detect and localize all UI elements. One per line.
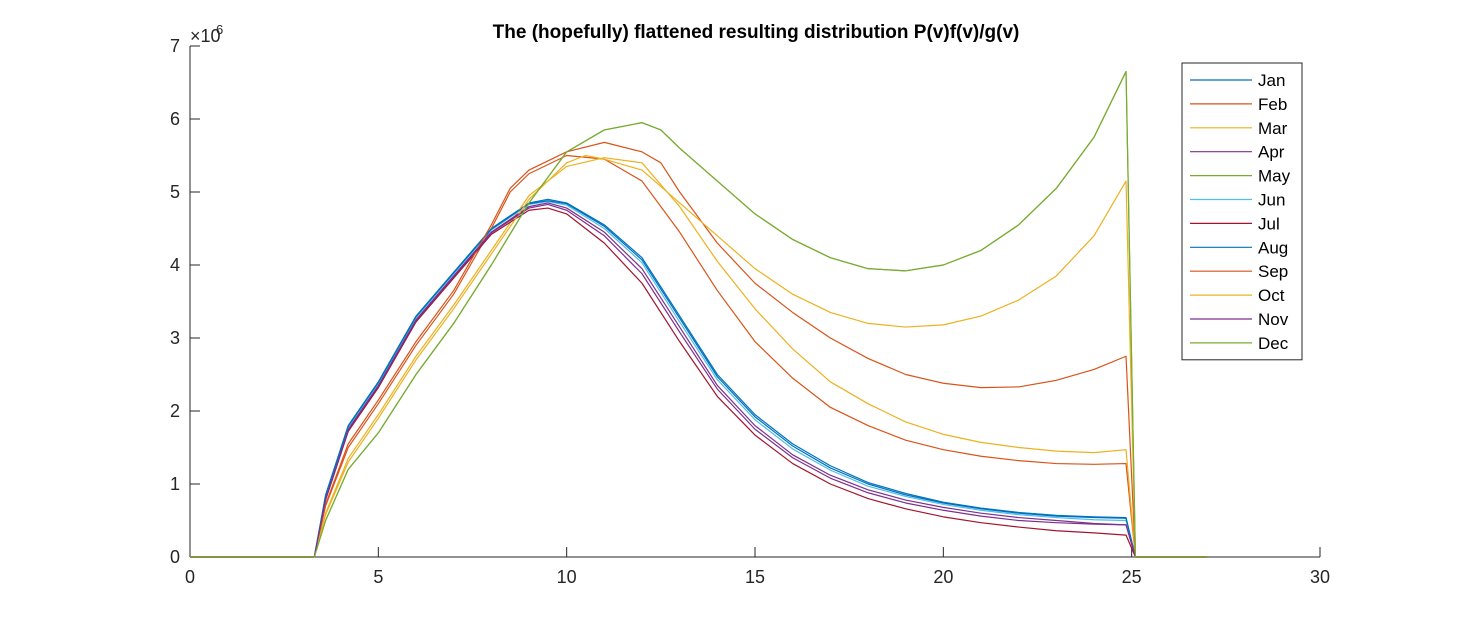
legend-label: Aug [1258,238,1288,257]
legend-label: Apr [1258,143,1285,162]
legend-box [1181,62,1303,361]
legend: Jan Feb Mar Apr May Jun Jul Aug Sep Oct Nov Dec [1181,62,1303,361]
legend-label: Oct [1258,286,1285,305]
x-tick-label: 30 [1310,567,1330,587]
series-line-mar [190,157,1207,558]
x-tick-label: 0 [185,567,195,587]
y-tick-label: 3 [170,328,180,348]
series-line-dec [190,70,1207,558]
y-tick-label: 2 [170,401,180,421]
legend-label: Dec [1258,334,1289,353]
legend-label: Jul [1258,214,1280,233]
legend-label: Jan [1258,71,1285,90]
x-tick-label: 20 [933,567,953,587]
y-tick-label: 7 [170,36,180,56]
x-tick-label: 10 [557,567,577,587]
legend-label: Feb [1258,95,1287,114]
y-exponent-power: 6 [216,22,223,37]
legend-label: Nov [1258,310,1289,329]
series-group [190,70,1207,558]
legend-label: Jun [1258,191,1285,210]
series-line-nov [190,203,1207,558]
y-axis-exponent: ×10 6 [190,22,223,46]
x-tick-label: 25 [1122,567,1142,587]
y-tick-label: 5 [170,182,180,202]
series-line-feb [190,154,1207,558]
legend-label: Sep [1258,262,1288,281]
legend-label: Mar [1258,119,1288,138]
y-exponent-base: ×10 [190,26,221,46]
chart-title: The (hopefully) flattened resulting dist… [493,22,1020,43]
y-tick-label: 0 [170,547,180,567]
x-tick-label: 5 [373,567,383,587]
series-line-sep [190,141,1207,558]
y-tick-label: 1 [170,474,180,494]
series-line-aug [190,200,1207,558]
legend-label: May [1258,167,1291,186]
y-tick-label: 4 [170,255,180,275]
series-line-oct [190,154,1207,558]
y-tick-label: 6 [170,109,180,129]
series-line-jul [190,207,1207,558]
x-tick-label: 15 [745,567,765,587]
